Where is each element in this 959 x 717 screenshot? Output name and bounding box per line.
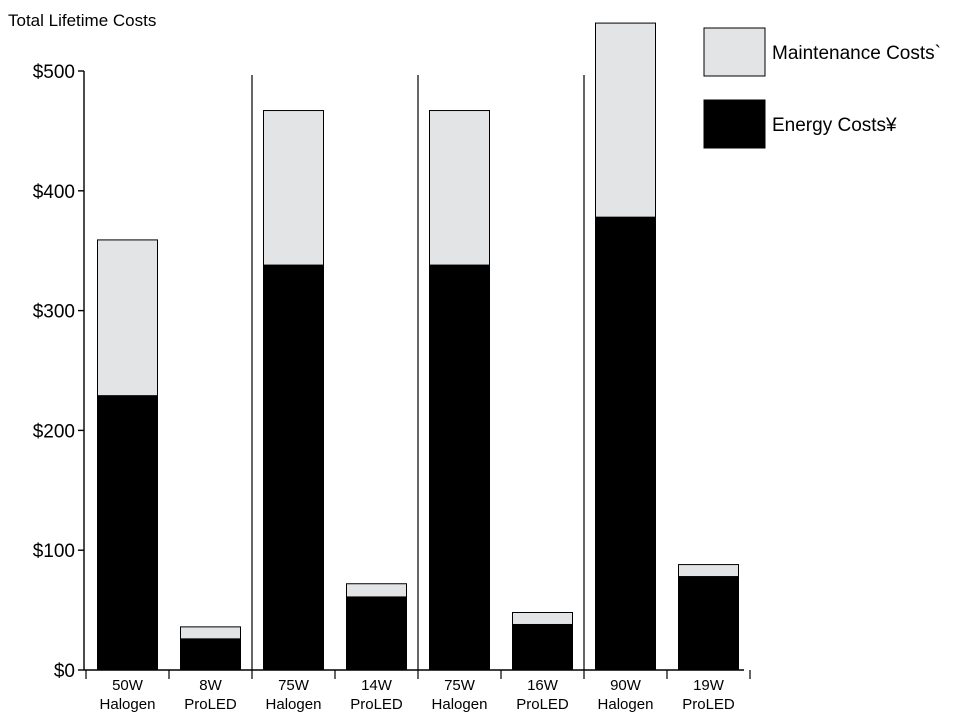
x-tick-label: 75W Halogen xyxy=(432,677,488,713)
bar-maintenance xyxy=(264,111,324,266)
bar-energy xyxy=(679,577,739,670)
x-tick-label-line: Halogen xyxy=(598,696,654,713)
x-tick-label: 14W ProLED xyxy=(350,677,403,713)
bar-energy xyxy=(430,265,490,670)
y-tick-label: $0 xyxy=(54,661,75,682)
x-tick-label: 8W ProLED xyxy=(184,677,237,713)
legend: Maintenance Costs` Energy Costs¥ xyxy=(704,28,941,148)
bar-energy xyxy=(181,639,241,670)
legend-label-energy: Energy Costs¥ xyxy=(772,115,897,136)
y-tick-label: $500 xyxy=(33,62,75,83)
x-tick-label-line: 90W xyxy=(610,677,642,694)
bar-maintenance xyxy=(596,23,656,217)
x-tick-label: 16W ProLED xyxy=(516,677,569,713)
x-tick-label: 50W Halogen xyxy=(100,677,156,713)
x-tick-label-line: Halogen xyxy=(432,696,488,713)
x-tick-label-line: 14W xyxy=(361,677,393,694)
x-tick-label-line: 75W xyxy=(278,677,310,694)
bar-maintenance xyxy=(347,584,407,597)
x-tick-label-line: 16W xyxy=(527,677,559,694)
x-tick-label-line: 8W xyxy=(199,677,222,694)
y-tick-label: $200 xyxy=(33,421,75,442)
bar-energy xyxy=(264,265,324,670)
bar-energy xyxy=(347,597,407,670)
y-tick-label: $100 xyxy=(33,541,75,562)
y-tick-label: $300 xyxy=(33,302,75,323)
x-tick-label-line: ProLED xyxy=(682,696,735,713)
bar-energy xyxy=(596,217,656,670)
x-tick-label: 19W ProLED xyxy=(682,677,735,713)
y-axis-title: Total Lifetime Costs xyxy=(8,11,156,30)
x-tick-label-line: ProLED xyxy=(184,696,237,713)
legend-swatch-energy xyxy=(704,100,765,148)
x-tick-label: 75W Halogen xyxy=(266,677,322,713)
x-tick-label-line: ProLED xyxy=(516,696,569,713)
legend-label-maintenance: Maintenance Costs` xyxy=(772,43,941,64)
bar-maintenance xyxy=(679,565,739,577)
bar-maintenance xyxy=(513,612,573,624)
bar-energy xyxy=(98,396,158,670)
x-tick-label-line: 50W xyxy=(112,677,144,694)
legend-swatch-maintenance xyxy=(704,28,765,76)
bar-maintenance xyxy=(98,240,158,396)
x-tick-label-line: Halogen xyxy=(100,696,156,713)
y-tick-label: $400 xyxy=(33,182,75,203)
x-tick-label: 90W Halogen xyxy=(598,677,654,713)
bar-energy xyxy=(513,624,573,670)
x-tick-label-line: 75W xyxy=(444,677,476,694)
bar-maintenance xyxy=(181,627,241,639)
x-tick-label-line: ProLED xyxy=(350,696,403,713)
x-tick-label-line: Halogen xyxy=(266,696,322,713)
bar-maintenance xyxy=(430,111,490,266)
x-tick-label-line: 19W xyxy=(693,677,725,694)
